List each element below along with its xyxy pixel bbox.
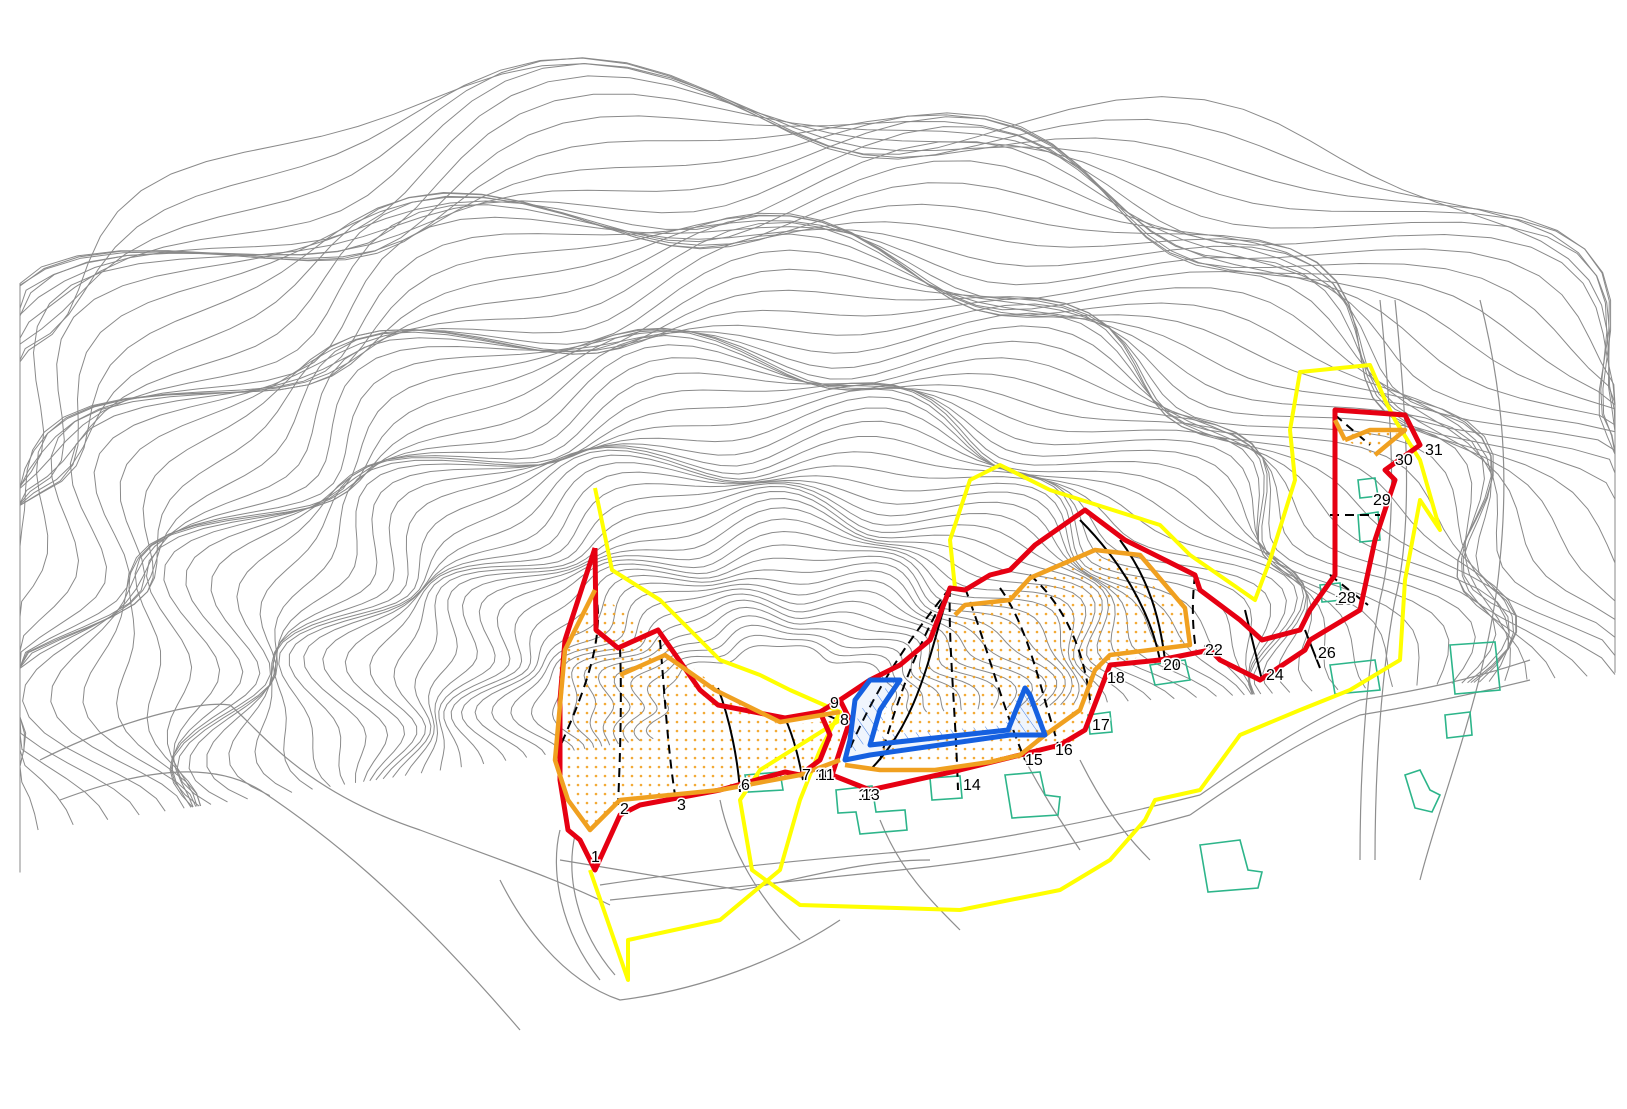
section-label: 28	[1338, 590, 1356, 607]
section-label: 6	[741, 777, 750, 794]
contour-line	[50, 312, 1510, 809]
section-label: 22	[1205, 642, 1223, 659]
section-label: 5	[741, 777, 750, 794]
section-label: 7	[802, 767, 811, 784]
contour-line	[19, 212, 1616, 844]
section-label: 10	[815, 767, 833, 784]
section-label: 29	[1373, 492, 1391, 509]
section-label: 20	[1163, 657, 1181, 674]
contour-line	[171, 344, 1366, 808]
section-label: 3	[677, 797, 686, 814]
contour-line	[278, 436, 1255, 788]
contour-line	[206, 388, 1305, 800]
section-label: 14	[963, 777, 981, 794]
contour-line	[163, 334, 1393, 808]
section-label: 12	[858, 787, 876, 804]
section-label: 21	[1203, 642, 1221, 659]
section-label: 26	[1318, 645, 1336, 662]
section-label: 30	[1395, 452, 1413, 469]
contour-line	[254, 407, 1287, 793]
section-number-labels: 12 34567891011121314151617181920212223242…	[590, 441, 1445, 868]
contour-line	[188, 383, 1308, 803]
section-label: 18	[1107, 670, 1125, 687]
contour-line	[116, 328, 1476, 807]
contour-line	[176, 382, 1308, 805]
section-label: 23	[1335, 592, 1353, 609]
contour-line	[19, 249, 1511, 831]
section-label: 1	[591, 849, 600, 866]
contour-line	[228, 396, 1298, 797]
section-label: 24	[1266, 667, 1284, 684]
contour-line	[272, 420, 1272, 790]
section-label: 13	[862, 787, 880, 804]
contour-line	[19, 63, 1616, 864]
section-label: 15	[1025, 752, 1043, 769]
contour-line	[19, 298, 1518, 816]
section-label: 2	[620, 801, 629, 818]
section-label: 4	[739, 777, 748, 794]
section-label: 8	[840, 712, 849, 729]
contour-line	[134, 327, 1450, 807]
section-label: 19	[1161, 657, 1179, 674]
contour-line	[170, 372, 1313, 807]
section-label: 16	[1055, 742, 1073, 759]
contour-line	[145, 329, 1420, 807]
road-network	[39, 299, 1531, 1031]
contour-line	[19, 221, 1556, 839]
section-label: 17	[1092, 717, 1110, 734]
contour-line	[82, 325, 1497, 807]
section-label: 31	[1425, 442, 1443, 459]
contour-line	[19, 233, 1528, 835]
section-label: 25	[1317, 645, 1335, 662]
blue-boundary	[842, 677, 1048, 763]
outer-yellow-boundary	[588, 363, 1442, 982]
section-label: 11	[818, 767, 835, 784]
contour-line	[169, 357, 1339, 808]
orange-dotted-fill	[555, 428, 1400, 830]
contour-line	[19, 215, 1588, 842]
orange-boundary	[552, 418, 1408, 833]
section-label: 27	[1337, 590, 1355, 607]
section-label: 9	[830, 695, 839, 712]
